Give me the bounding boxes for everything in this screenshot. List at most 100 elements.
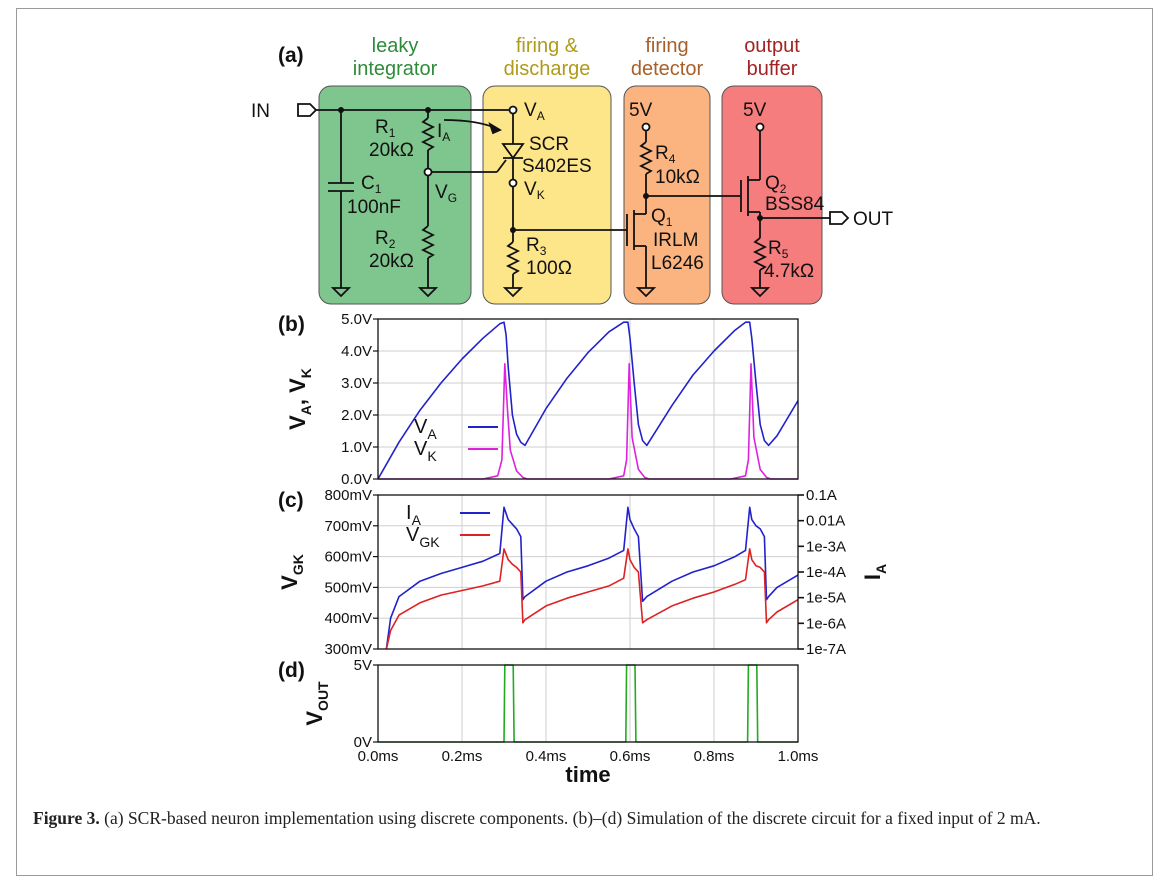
panel-label-c: (c): [278, 489, 304, 512]
scr-label: SCR: [529, 134, 569, 155]
chart-d: 0V 5V 0.0ms 0.2ms 0.4ms 0.6ms 0.8ms 1.0ms time VO…: [302, 657, 818, 787]
supply-label-q2: 5V: [743, 100, 767, 121]
series-i-a: [385, 506, 799, 650]
y2-axis-label: IA: [860, 564, 889, 580]
panel-label-d: (d): [278, 659, 305, 682]
y-tick-label: 0.0V: [341, 471, 372, 488]
q2-name: Q2: [765, 173, 787, 196]
block-title-leaky-2: integrator: [353, 58, 438, 80]
series-v-k: [378, 362, 798, 480]
x-tick-label: 0.8ms: [694, 748, 735, 765]
block-output-buffer: [721, 85, 823, 305]
series-v-a: [377, 321, 799, 480]
y2-tick-label: 1e-5A: [806, 590, 846, 607]
block-leaky-integrator: [318, 85, 472, 305]
q2-part: BSS84: [765, 194, 825, 215]
y-tick-label: 3.0V: [341, 375, 372, 392]
r3-name: R3: [526, 235, 547, 258]
y-tick-label: 5V: [354, 657, 372, 674]
vk-node-icon: [508, 178, 518, 188]
series-v-gk: [385, 548, 799, 650]
c1-value: 100nF: [347, 197, 401, 218]
plot-frame: [377, 318, 799, 480]
c1-name: C1: [361, 173, 382, 196]
vg-node-icon: [423, 167, 433, 177]
y-axis-label: VOUT: [302, 681, 331, 726]
plot-frame: [377, 494, 799, 650]
caption-label: Figure 3.: [33, 808, 100, 828]
supply-label-r4: 5V: [629, 100, 653, 121]
y2-tick-label: 0.01A: [806, 513, 845, 530]
legend-label: VA: [414, 416, 437, 442]
block-title-detector-2: detector: [631, 58, 704, 80]
y2-tick-label: 1e-4A: [806, 564, 846, 581]
block-title-buffer-2: buffer: [747, 58, 798, 80]
ground-icon: [749, 287, 771, 298]
ground-icon: [635, 287, 657, 298]
x-tick-label: 0.0ms: [358, 748, 399, 765]
y-tick-label: 2.0V: [341, 407, 372, 424]
y-axis-label: VA, VK: [285, 368, 314, 430]
supply-node-icon: [641, 122, 651, 132]
y-axis-label: VGK: [277, 554, 306, 590]
r5-value: 4.7kΩ: [764, 261, 814, 282]
y-tick-label: 700mV: [324, 518, 372, 535]
x-axis-label: time: [565, 762, 610, 787]
x-tick-label: 1.0ms: [778, 748, 819, 765]
caption-text: (a) SCR-based neuron implementation usin…: [104, 808, 1041, 828]
panel-label-a: (a): [278, 44, 304, 67]
y-tick-label: 600mV: [324, 549, 372, 566]
y-tick-label: 1.0V: [341, 439, 372, 456]
block-title-leaky-1: leaky: [372, 35, 419, 57]
chart-c: 300mV 400mV 500mV 600mV 700mV 800mV 1e-7A 1e-6A…: [277, 487, 889, 658]
r3-value: 100Ω: [526, 258, 572, 279]
x-tick-label: 0.6ms: [610, 748, 651, 765]
r1-value: 20kΩ: [369, 140, 414, 161]
vk-label: VK: [524, 179, 545, 202]
circuit-wires: [297, 103, 850, 298]
in-label: IN: [251, 101, 270, 122]
legend-label: VGK: [406, 524, 440, 550]
ground-icon: [417, 287, 439, 298]
q1-part-1: IRLM: [653, 230, 698, 251]
out-label: OUT: [853, 209, 894, 230]
x-tick-label: 0.2ms: [442, 748, 483, 765]
supply-node-icon: [755, 122, 765, 132]
block-title-firing-1: firing &: [516, 35, 579, 57]
figure-frame: [16, 8, 1153, 876]
ground-icon: [502, 287, 524, 298]
r4-name: R4: [655, 143, 676, 166]
y-tick-label: 400mV: [324, 610, 372, 627]
plot-frame: [377, 664, 799, 743]
y2-tick-label: 1e-6A: [806, 615, 846, 632]
circuit-junctions: [338, 107, 763, 233]
y2-tick-label: 1e-7A: [806, 641, 846, 658]
block-title-buffer-1: output: [744, 35, 800, 57]
q1-name: Q1: [651, 206, 673, 229]
block-title-detector-1: firing: [645, 35, 688, 57]
scr-part: S402ES: [522, 156, 592, 177]
y2-tick-label: 1e-3A: [806, 538, 846, 555]
y-tick-label: 0V: [354, 734, 372, 751]
r2-name: R2: [375, 228, 396, 251]
legend-label: VK: [414, 438, 437, 464]
va-label: VA: [524, 100, 545, 123]
y-tick-label: 300mV: [324, 641, 372, 658]
y-tick-label: 5.0V: [341, 311, 372, 328]
y-tick-label: 4.0V: [341, 343, 372, 360]
in-port-icon: [297, 103, 318, 117]
panel-label-b: (b): [278, 313, 305, 336]
x-tick-label: 0.4ms: [526, 748, 567, 765]
ground-icon: [330, 287, 352, 298]
r2-value: 20kΩ: [369, 251, 414, 272]
r5-name: R5: [768, 238, 789, 261]
series-v-out: [378, 664, 798, 743]
figure-caption: Figure 3. (a) SCR-based neuron implement…: [33, 808, 1133, 829]
out-port-icon: [829, 211, 850, 225]
y-tick-label: 800mV: [324, 487, 372, 504]
y-tick-label: 500mV: [324, 579, 372, 596]
r1-name: R1: [375, 117, 396, 140]
y2-tick-label: 0.1A: [806, 487, 837, 504]
